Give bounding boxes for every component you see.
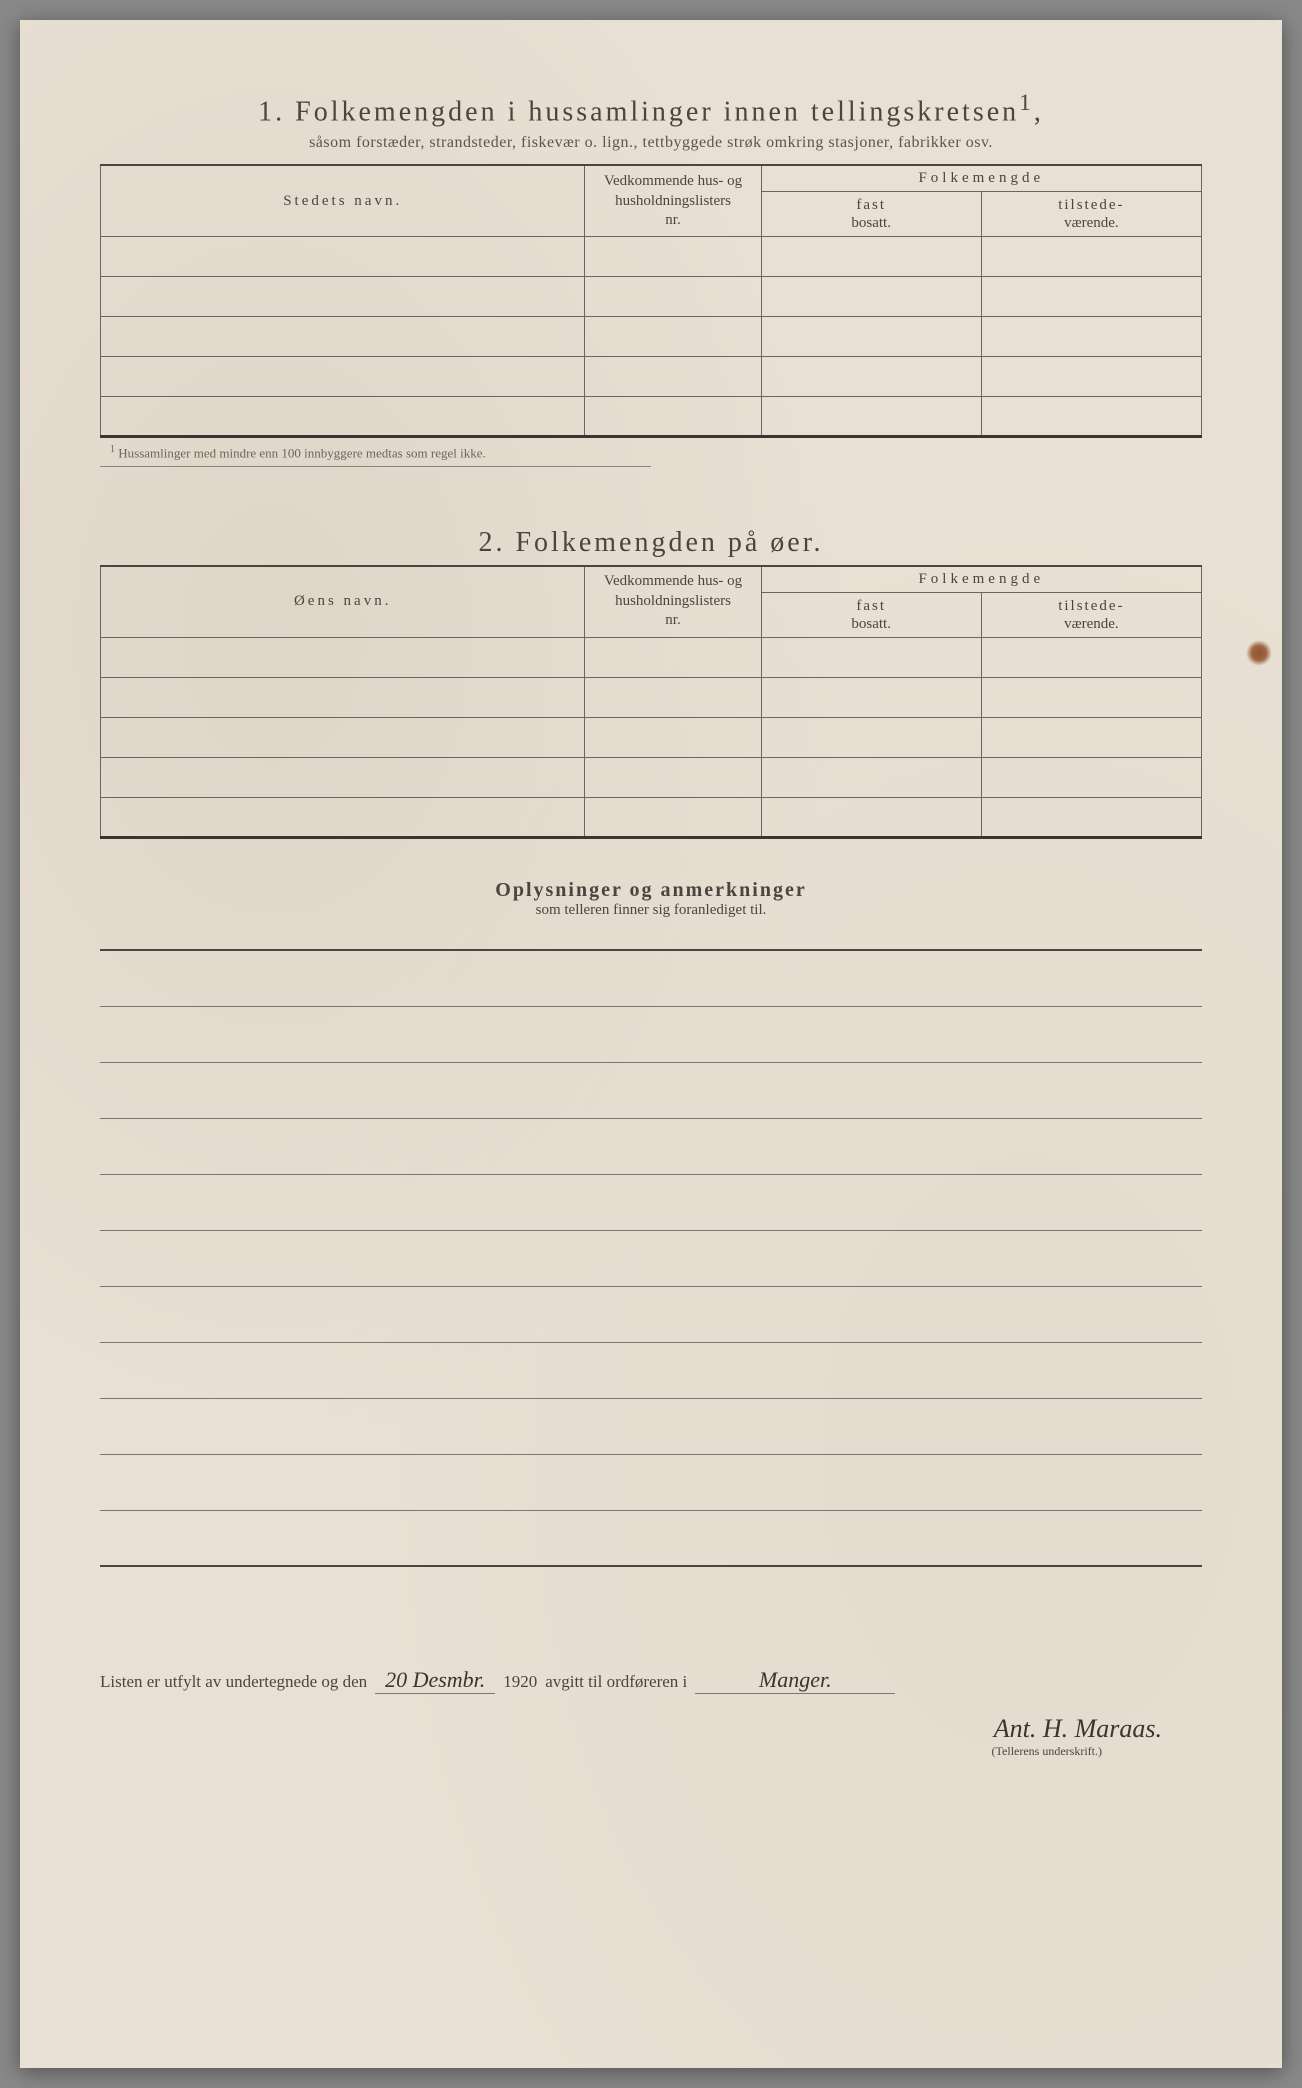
section-1: 1. Folkemengden i hussamlinger innen tel… <box>100 90 1202 467</box>
remarks-title: Oplysninger og anmerkninger <box>100 879 1202 902</box>
ruled-line <box>100 1119 1202 1175</box>
section-2: 2. Folkemengden på øer. Øens navn. Vedko… <box>100 527 1202 839</box>
remarks-ruled-area <box>100 949 1202 1567</box>
table-row <box>101 357 1202 397</box>
table-row <box>101 717 1202 757</box>
section-1-title-text: Folkemengden i hussamlinger innen tellin… <box>295 96 1019 127</box>
table-2-body <box>101 637 1202 837</box>
signature-place: Manger. <box>695 1667 895 1694</box>
table-2: Øens navn. Vedkommende hus- og husholdni… <box>100 565 1202 839</box>
section-2-number: 2. <box>478 527 505 558</box>
table-1-header-folk: Folkemengde <box>761 165 1201 192</box>
section-2-title: 2. Folkemengden på øer. <box>100 527 1202 559</box>
ruled-line <box>100 1007 1202 1063</box>
ruled-line <box>100 951 1202 1007</box>
ruled-line <box>100 1287 1202 1343</box>
table-row <box>101 797 1202 837</box>
section-1-title: 1. Folkemengden i hussamlinger innen tel… <box>100 90 1202 128</box>
signature-name: Ant. H. Maraas. <box>100 1714 1202 1744</box>
table-1-header-til: tilstede- værende. <box>981 192 1201 237</box>
table-row <box>101 757 1202 797</box>
table-row <box>101 397 1202 437</box>
table-row <box>101 317 1202 357</box>
signature-prefix: Listen er utfylt av undertegnede og den <box>100 1672 367 1692</box>
ruled-line <box>100 1231 1202 1287</box>
signature-line: Listen er utfylt av undertegnede og den … <box>100 1667 1202 1694</box>
signature-middle: avgitt til ordføreren i <box>545 1672 687 1692</box>
table-row <box>101 277 1202 317</box>
table-1-header-fast: fast bosatt. <box>761 192 981 237</box>
ruled-line <box>100 1175 1202 1231</box>
remarks-subtitle: som telleren finner sig foranlediget til… <box>100 902 1202 919</box>
table-row <box>101 237 1202 277</box>
table-1-header-nr: Vedkommende hus- og husholdningslisters … <box>585 165 761 237</box>
ruled-line <box>100 1455 1202 1511</box>
table-1: Stedets navn. Vedkommende hus- og hushol… <box>100 164 1202 438</box>
table-2-header-folk: Folkemengde <box>761 566 1201 593</box>
paper-stain <box>1246 640 1272 666</box>
table-row <box>101 677 1202 717</box>
table-2-header-fast: fast bosatt. <box>761 592 981 637</box>
ruled-line <box>100 1399 1202 1455</box>
signature-date: 20 Desmbr. <box>375 1667 495 1694</box>
document-page: 1. Folkemengden i hussamlinger innen tel… <box>20 20 1282 2068</box>
signature-caption: (Tellerens underskrift.) <box>100 1744 1202 1759</box>
section-1-footnote: 1 Hussamlinger med mindre enn 100 innbyg… <box>100 444 651 466</box>
section-1-subtitle: såsom forstæder, strandsteder, fiskevær … <box>100 134 1202 152</box>
ruled-line <box>100 1063 1202 1119</box>
section-1-number: 1. <box>258 96 285 127</box>
table-1-body <box>101 237 1202 437</box>
ruled-line <box>100 1511 1202 1567</box>
signature-area: Listen er utfylt av undertegnede og den … <box>100 1667 1202 1759</box>
table-1-header-name: Stedets navn. <box>101 165 585 237</box>
section-1-title-sup: 1 <box>1019 90 1034 116</box>
table-row <box>101 637 1202 677</box>
signature-year: 1920 <box>503 1672 537 1692</box>
section-2-title-text: Folkemengden på øer. <box>515 527 823 558</box>
table-2-header-nr: Vedkommende hus- og husholdningslisters … <box>585 566 761 638</box>
ruled-line <box>100 1343 1202 1399</box>
remarks-section: Oplysninger og anmerkninger som telleren… <box>100 879 1202 1567</box>
table-2-header-til: tilstede- værende. <box>981 592 1201 637</box>
table-2-header-name: Øens navn. <box>101 566 585 638</box>
